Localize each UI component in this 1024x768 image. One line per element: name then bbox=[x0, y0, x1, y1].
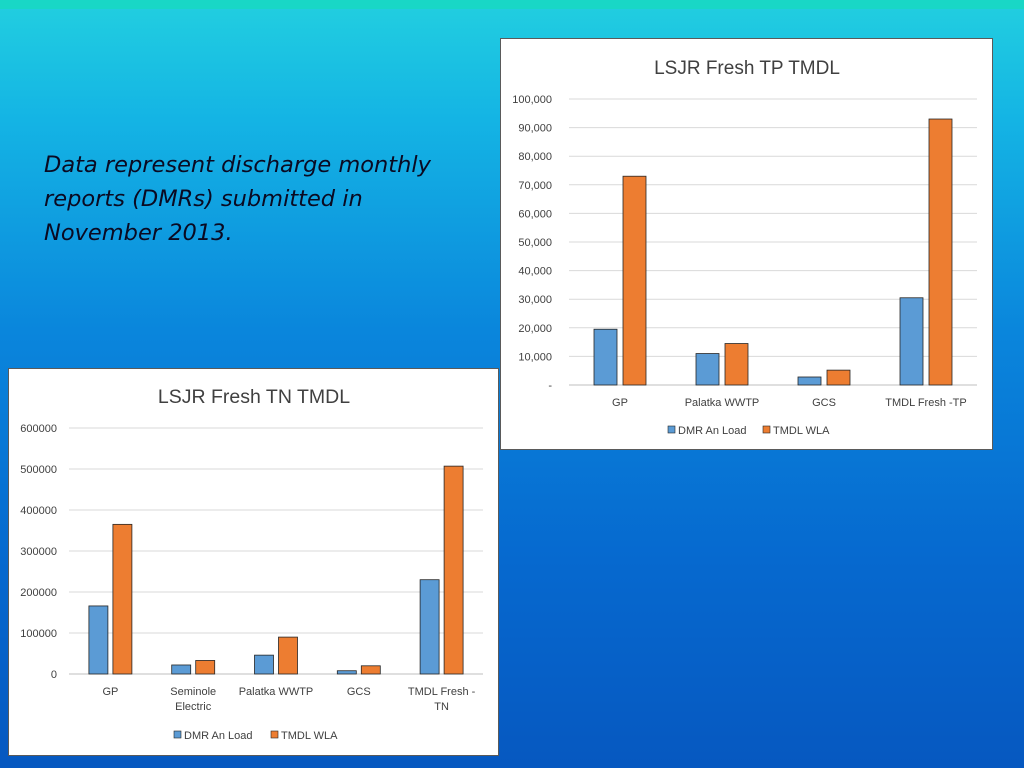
bar-dmr-an-load bbox=[171, 664, 192, 675]
legend-swatch bbox=[173, 730, 182, 739]
x-category-label: GP bbox=[612, 397, 628, 409]
x-category-label: GCS bbox=[812, 397, 836, 409]
x-category-label: TMDL Fresh -TP bbox=[885, 397, 967, 409]
bar-tmdl-wla bbox=[826, 369, 851, 386]
bar-tmdl-wla bbox=[360, 665, 381, 675]
slide-caption: Data represent discharge monthly reports… bbox=[44, 152, 431, 246]
y-tick-label: 10,000 bbox=[518, 351, 552, 363]
bar-dmr-an-load bbox=[899, 297, 924, 386]
bar-tmdl-wla bbox=[622, 175, 647, 386]
legend-label: TMDL WLA bbox=[773, 425, 830, 437]
legend-label: DMR An Load bbox=[678, 425, 746, 437]
y-tick-label: 300000 bbox=[20, 546, 57, 558]
y-tick-label: 40,000 bbox=[518, 266, 552, 278]
y-tick-label: 20,000 bbox=[518, 323, 552, 335]
bar-dmr-an-load bbox=[88, 605, 109, 675]
legend-swatch bbox=[762, 425, 771, 434]
legend-swatch bbox=[270, 730, 279, 739]
x-category-label: GP bbox=[102, 686, 118, 698]
bar-dmr-an-load bbox=[797, 376, 822, 386]
y-tick-label: - bbox=[548, 380, 552, 392]
bar-tmdl-wla bbox=[112, 523, 133, 675]
x-category-label: Seminole Electric bbox=[170, 686, 216, 713]
y-tick-label: 100,000 bbox=[512, 94, 552, 106]
bar-dmr-an-load bbox=[254, 654, 274, 675]
bar-dmr-an-load bbox=[419, 579, 440, 675]
x-category-label: Palatka WWTP bbox=[685, 397, 760, 409]
y-tick-label: 60,000 bbox=[518, 208, 552, 220]
y-tick-label: 400000 bbox=[20, 505, 57, 517]
x-category-label: TMDL Fresh -TN bbox=[408, 686, 476, 713]
legend-label: TMDL WLA bbox=[281, 730, 338, 742]
y-tick-label: 80,000 bbox=[518, 151, 552, 163]
chart-title: LSJR Fresh TP TMDL bbox=[654, 58, 840, 79]
y-tick-label: 200000 bbox=[20, 587, 57, 599]
x-category-label: GCS bbox=[347, 686, 371, 698]
bar-dmr-an-load bbox=[695, 353, 720, 386]
bar-dmr-an-load bbox=[593, 328, 618, 386]
bar-tmdl-wla bbox=[278, 636, 298, 675]
y-tick-label: 0 bbox=[51, 669, 57, 681]
y-tick-label: 70,000 bbox=[518, 180, 552, 192]
y-tick-label: 90,000 bbox=[518, 123, 552, 135]
bar-tmdl-wla bbox=[443, 465, 464, 675]
top-accent-band bbox=[0, 0, 1024, 9]
tn-chart-panel: LSJR Fresh TN TMDL 0 100000 200000 300000 400… bbox=[8, 368, 499, 756]
tp-chart-panel: LSJR Fresh TP TMDL - 10,000 20,000 30,000 40,… bbox=[500, 38, 993, 450]
y-tick-label: 600000 bbox=[20, 423, 57, 435]
y-tick-label: 500000 bbox=[20, 464, 57, 476]
y-tick-label: 30,000 bbox=[518, 294, 552, 306]
tp-chart: LSJR Fresh TP TMDL - 10,000 20,000 30,000 40,… bbox=[512, 58, 977, 437]
tn-chart: LSJR Fresh TN TMDL 0 100000 200000 300000 400… bbox=[20, 386, 483, 742]
legend-swatch bbox=[667, 425, 676, 434]
bar-tmdl-wla bbox=[724, 343, 749, 386]
y-tick-label: 100000 bbox=[20, 628, 57, 640]
x-category-label: Palatka WWTP bbox=[239, 686, 314, 698]
bar-tmdl-wla bbox=[195, 660, 216, 675]
bar-tmdl-wla bbox=[928, 118, 953, 386]
legend-label: DMR An Load bbox=[184, 730, 252, 742]
y-tick-label: 50,000 bbox=[518, 237, 552, 249]
bar-dmr-an-load bbox=[336, 670, 357, 675]
chart-title: LSJR Fresh TN TMDL bbox=[158, 386, 350, 408]
